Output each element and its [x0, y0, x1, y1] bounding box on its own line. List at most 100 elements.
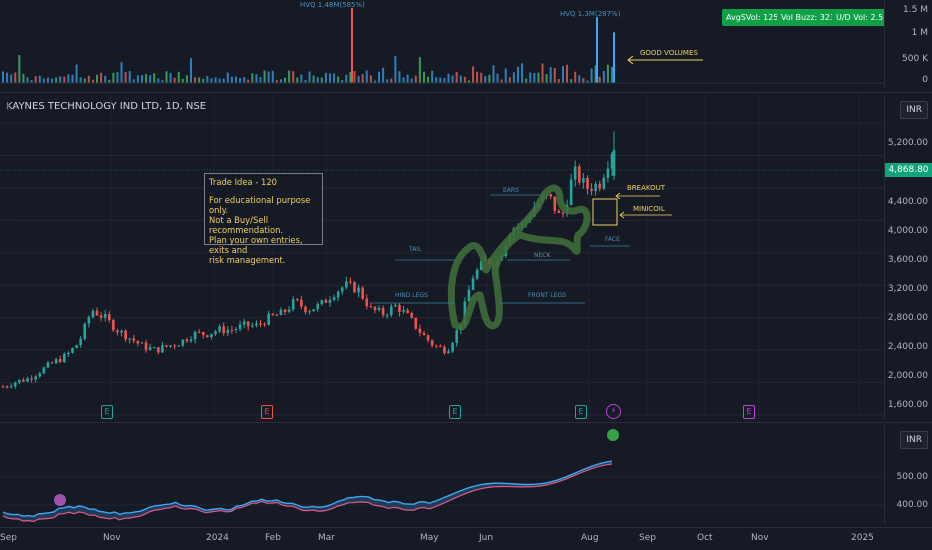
trade-idea-note[interactable]: Trade Idea - 120 For educational purpose…: [204, 173, 323, 265]
volume-bar: [606, 64, 609, 83]
candle-body: [328, 299, 332, 303]
volume-scale[interactable]: 1.5 M 1 M 500 K 0: [884, 0, 932, 88]
volume-bar: [351, 8, 353, 83]
relative-strength-pane[interactable]: [0, 425, 885, 525]
candle-body: [185, 339, 189, 342]
candle-body: [38, 373, 42, 377]
candle-body: [218, 326, 221, 332]
volume-bar: [578, 75, 581, 83]
candle-body: [30, 378, 33, 380]
hind-legs-label: HIND LEGS: [395, 292, 428, 299]
candle-body: [18, 379, 21, 383]
candle-body: [569, 179, 573, 205]
volume-bar: [361, 74, 364, 83]
candle-body: [475, 269, 479, 279]
instrument-title: KAYNES TECHNOLOGY IND LTD, 1D, NSE: [6, 101, 207, 112]
volume-bar: [333, 73, 336, 83]
candle-body: [434, 345, 438, 347]
candle-body: [251, 325, 254, 327]
candle-body: [63, 354, 66, 363]
earnings-event-icon[interactable]: E: [261, 405, 273, 419]
candle-body: [279, 309, 283, 316]
x-tick: Nov: [103, 533, 121, 543]
earnings-event-icon[interactable]: E: [101, 405, 113, 419]
volume-bar: [596, 17, 598, 84]
candle-body: [594, 183, 597, 192]
candle-body: [557, 210, 561, 213]
candle-body: [467, 289, 471, 302]
volume-bar: [14, 72, 17, 83]
volume-bar: [153, 73, 156, 83]
candle-body: [263, 323, 266, 325]
candle-body: [103, 314, 107, 318]
candle-body: [87, 317, 91, 324]
volume-bar: [394, 55, 397, 83]
volume-bar: [71, 74, 74, 83]
candle-body: [586, 177, 589, 189]
candle-body: [161, 345, 164, 353]
volume-bar: [30, 80, 33, 83]
candle-body: [602, 177, 606, 189]
earnings-event-icon[interactable]: E: [449, 405, 461, 419]
candle-body: [34, 376, 37, 380]
currency-button[interactable]: INR: [900, 101, 928, 119]
candle-body: [304, 306, 307, 313]
candle-body: [42, 367, 46, 374]
volume-bar: [165, 71, 168, 83]
volume-bar: [255, 74, 258, 83]
candle-body: [418, 328, 422, 333]
candle-body: [206, 335, 209, 338]
candle-body: [349, 281, 352, 283]
vol-tick: 0: [922, 75, 928, 85]
price-pane[interactable]: [0, 95, 885, 420]
earnings-event-icon[interactable]: E: [743, 405, 755, 419]
volume-bar: [124, 72, 127, 83]
candle-body: [173, 345, 176, 347]
volume-pane[interactable]: HVQ 1.48M(585%) HVQ 1.3M(287%) GOOD VOLU…: [0, 0, 885, 88]
volume-bar: [247, 79, 250, 83]
candle-body: [439, 346, 442, 348]
hvq-label-1: HVQ 1.48M(585%): [300, 1, 365, 9]
note-title: Trade Idea - 120: [209, 177, 277, 187]
candle-body: [275, 315, 279, 317]
candle-body: [9, 386, 13, 388]
candle-body: [222, 326, 226, 334]
candle-body: [214, 331, 217, 334]
hvq-label-2: HVQ 1.3M(287%): [560, 10, 621, 18]
candle-body: [95, 310, 99, 316]
volume-bar: [243, 77, 246, 83]
candle-body: [67, 352, 70, 355]
candle-body: [226, 329, 230, 334]
volume-bar: [55, 77, 58, 83]
volume-bar: [59, 76, 62, 83]
rs-currency-button[interactable]: INR: [900, 431, 928, 449]
candle-body: [54, 359, 58, 364]
volume-bar: [451, 75, 454, 83]
rs-scale[interactable]: INR 500.00 400.00: [884, 425, 932, 525]
volume-bar: [566, 64, 569, 83]
volume-bar: [222, 78, 225, 83]
price-tick: 2,000.00: [887, 371, 928, 381]
candle-body: [152, 347, 156, 349]
earnings-event-icon[interactable]: E: [575, 405, 587, 419]
pane-divider[interactable]: [0, 422, 932, 423]
volume-bar: [149, 75, 152, 83]
candle-body: [246, 321, 250, 327]
candle-body: [197, 331, 201, 333]
volume-bar: [145, 74, 148, 83]
volume-bar: [173, 77, 176, 83]
time-axis[interactable]: Sep Nov 2024 Feb Mar May Jun Aug Sep Oct…: [0, 527, 932, 550]
rs-moving-average-line: [2, 463, 613, 523]
dividend-bolt-icon[interactable]: ⚡: [606, 404, 621, 419]
volume-bar: [484, 76, 487, 83]
pane-divider[interactable]: [0, 92, 932, 93]
volume-bar: [345, 74, 348, 83]
candle-body: [357, 287, 360, 293]
volume-bar: [378, 71, 381, 83]
volume-bar: [42, 78, 45, 83]
price-scale[interactable]: INR 5,200.00 4,400.00 4,000.00 3,600.00 …: [884, 95, 932, 420]
volume-bar: [169, 72, 172, 83]
volume-bar: [553, 68, 556, 83]
volume-bar: [594, 65, 597, 83]
rs-new-high-marker: [607, 429, 619, 441]
